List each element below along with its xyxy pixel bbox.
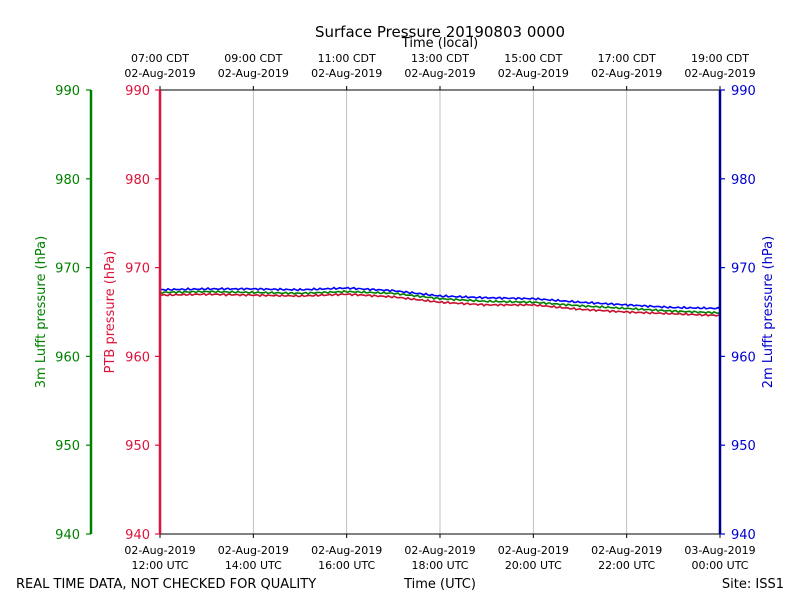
series-layer: [159, 286, 721, 317]
site-label: Site: ISS1: [722, 577, 784, 592]
ptb-tick-label: 980: [125, 173, 150, 188]
lufft2m-tick-label: 970: [731, 262, 756, 277]
bottom-axis-label: Time (UTC): [403, 577, 476, 592]
ptb-tick-label: 990: [125, 84, 150, 99]
series-line-ptb: [159, 292, 721, 317]
ptb-tick-label: 950: [125, 439, 150, 454]
axes-layer: 02-Aug-2019 12:00 UTC 02-Aug-2019 14:00 UTC…: [55, 52, 756, 572]
x-tick-time: 16:00 UTC: [318, 559, 375, 572]
lufft3m-tick-label: 940: [55, 528, 80, 543]
top-tick-date: 02-Aug-2019: [218, 67, 289, 80]
lufft3m-tick-label: 970: [55, 262, 80, 277]
x-tick-time: 12:00 UTC: [131, 559, 188, 572]
x-tick-date: 02-Aug-2019: [124, 544, 195, 557]
lufft2m-tick-label: 940: [731, 528, 756, 543]
chart-title: Surface Pressure 20190803 0000: [315, 23, 565, 41]
lufft2m-tick-label: 950: [731, 439, 756, 454]
lufft2m-axis-label: 2m Lufft pressure (hPa): [761, 236, 776, 388]
ptb-tick-label: 960: [125, 350, 150, 365]
lufft2m-tick-label: 980: [731, 173, 756, 188]
top-tick-time: 07:00 CDT: [131, 52, 189, 65]
x-tick-date: 02-Aug-2019: [591, 544, 662, 557]
x-tick-date: 02-Aug-2019: [404, 544, 475, 557]
ptb-tick-label: 940: [125, 528, 150, 543]
top-tick-time: 19:00 CDT: [691, 52, 749, 65]
lufft2m-tick-label: 960: [731, 350, 756, 365]
top-tick-time: 15:00 CDT: [504, 52, 562, 65]
x-tick-time: 20:00 UTC: [505, 559, 562, 572]
lufft3m-axis-label: 3m Lufft pressure (hPa): [34, 236, 49, 388]
ptb-tick-label: 970: [125, 262, 150, 277]
top-tick-date: 02-Aug-2019: [498, 67, 569, 80]
x-tick-date: 03-Aug-2019: [684, 544, 755, 557]
top-tick-time: 17:00 CDT: [598, 52, 656, 65]
lufft2m-tick-label: 990: [731, 84, 756, 99]
lufft3m-tick-label: 980: [55, 173, 80, 188]
top-tick-date: 02-Aug-2019: [124, 67, 195, 80]
top-tick-date: 02-Aug-2019: [311, 67, 382, 80]
series-line-lufft3m: [159, 289, 721, 315]
grid-lines: [252, 90, 628, 534]
x-tick-date: 02-Aug-2019: [498, 544, 569, 557]
ptb-axis-label: PTB pressure (hPa): [103, 251, 118, 374]
top-tick-time: 11:00 CDT: [318, 52, 376, 65]
top-tick-time: 09:00 CDT: [224, 52, 282, 65]
top-tick-date: 02-Aug-2019: [404, 67, 475, 80]
x-tick-time: 22:00 UTC: [598, 559, 655, 572]
series-line-lufft2m: [159, 286, 721, 310]
x-tick-time: 00:00 UTC: [691, 559, 748, 572]
x-tick-time: 18:00 UTC: [411, 559, 468, 572]
quality-note: REAL TIME DATA, NOT CHECKED FOR QUALITY: [16, 577, 316, 592]
x-tick-date: 02-Aug-2019: [218, 544, 289, 557]
top-axis-label: Time (local): [401, 36, 478, 51]
top-tick-time: 13:00 CDT: [411, 52, 469, 65]
lufft3m-tick-label: 990: [55, 84, 80, 99]
lufft3m-tick-label: 950: [55, 439, 80, 454]
x-tick-time: 14:00 UTC: [225, 559, 282, 572]
top-tick-date: 02-Aug-2019: [591, 67, 662, 80]
lufft3m-tick-label: 960: [55, 350, 80, 365]
top-tick-date: 02-Aug-2019: [684, 67, 755, 80]
x-tick-date: 02-Aug-2019: [311, 544, 382, 557]
